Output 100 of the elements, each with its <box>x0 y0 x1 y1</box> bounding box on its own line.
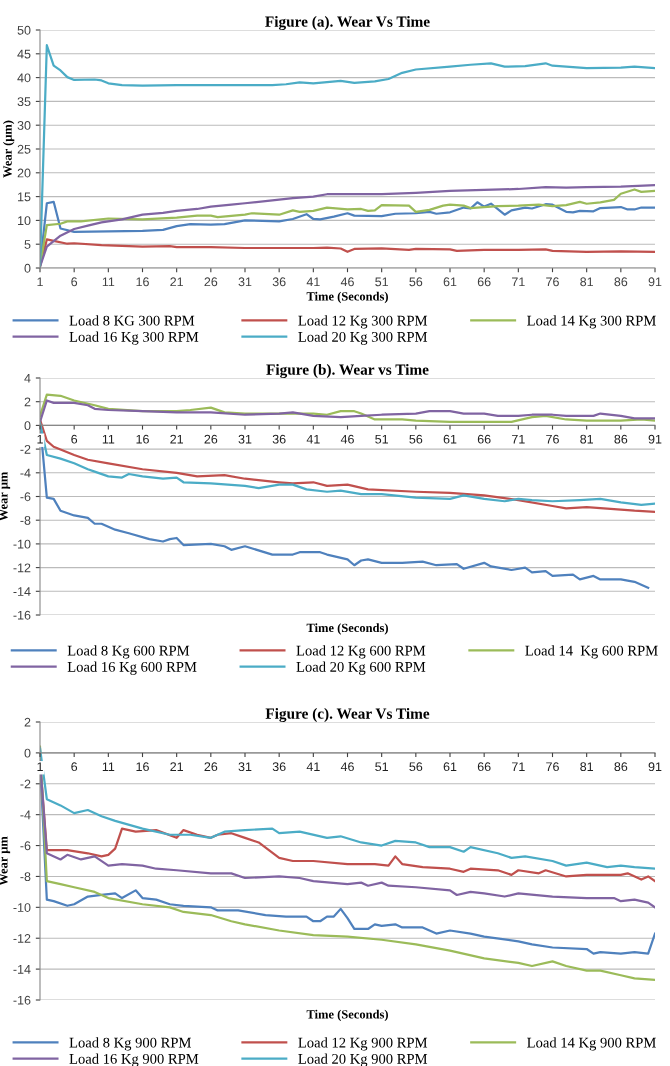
x-tick-label: 71 <box>512 434 525 444</box>
y-tick-label: -2 <box>20 444 31 454</box>
x-tick-label: 71 <box>512 762 525 771</box>
x-tick-label: 6 <box>71 434 78 444</box>
y-tick-label: 0 <box>24 748 31 758</box>
x-tick-label: 86 <box>614 434 628 444</box>
x-tick-label: 21 <box>170 762 184 771</box>
x-tick-label: 1 <box>37 762 43 771</box>
y-tick-label: -12 <box>13 934 31 943</box>
y-tick-label: -4 <box>20 810 31 820</box>
chart-title: Figure (c). Wear Vs Time <box>265 708 430 722</box>
x-tick-label: 61 <box>443 762 457 772</box>
y-tick-label: 40 <box>17 73 31 83</box>
legend-label: Load 12 Kg 300 RPM <box>298 315 428 329</box>
x-tick-label: 51 <box>375 277 389 287</box>
y-tick-label: -2 <box>20 779 31 789</box>
line-series <box>40 399 655 423</box>
x-tick-label: 76 <box>546 277 559 287</box>
legend-label: Load 16 Kg 300 RPM <box>69 331 199 345</box>
x-tick-label: 11 <box>102 762 115 771</box>
legend-label: Load 20 Kg 900 RPM <box>298 1053 428 1066</box>
x-tick-label: 51 <box>375 434 389 444</box>
x-tick-label: 76 <box>546 762 559 772</box>
x-tick-label: 91 <box>648 434 662 444</box>
y-tick-label: 10 <box>18 216 31 226</box>
legend-label: Load 16 Kg 900 RPM <box>69 1053 199 1066</box>
y-tick-label: -14 <box>13 965 31 974</box>
x-tick-label: 56 <box>409 762 423 772</box>
x-tick-label: 41 <box>306 277 320 287</box>
y-tick-label: 45 <box>17 49 31 59</box>
x-tick-label: 61 <box>443 434 457 444</box>
y-tick-label: 2 <box>24 397 31 407</box>
chart-title: Figure (a). Wear Vs Time <box>265 16 430 30</box>
legend-label: Load 14 Kg 900 RPM <box>527 1037 656 1051</box>
legend-label: Load 12 Kg 600 RPM <box>296 645 426 659</box>
x-tick-label: 1 <box>37 277 43 287</box>
x-tick-label: 46 <box>340 434 354 444</box>
y-tick-label: -16 <box>13 995 31 1005</box>
legend-label: Load 14 Kg 300 RPM <box>527 315 656 329</box>
x-tick-label: 26 <box>204 277 218 287</box>
x-tick-label: 56 <box>409 277 423 287</box>
legend-label: Load 14 Kg 600 RPM <box>525 645 658 659</box>
x-tick-label: 11 <box>102 434 115 444</box>
y-tick-label: 4 <box>24 373 31 383</box>
legend-label: Load 20 Kg 300 RPM <box>298 331 428 345</box>
x-tick-label: 31 <box>238 762 252 772</box>
y-tick-label: -8 <box>20 516 31 525</box>
x-tick-label: 46 <box>340 762 354 772</box>
x-tick-label: 81 <box>580 277 594 287</box>
chart-title: Figure (b). Wear vs Time <box>266 364 429 378</box>
x-tick-label: 1 <box>37 434 43 444</box>
x-tick-label: 86 <box>614 277 628 287</box>
x-tick-label: 66 <box>477 277 491 287</box>
y-tick-label: 25 <box>17 144 31 154</box>
x-tick-label: 11 <box>102 277 115 287</box>
y-tick-label: 15 <box>18 192 31 202</box>
x-tick-label: 76 <box>546 434 559 444</box>
y-tick-label: 5 <box>24 240 31 249</box>
legend-label: Load 8 Kg 900 RPM <box>69 1037 191 1051</box>
x-tick-label: 41 <box>306 762 320 771</box>
y-axis-title: Wear μm <box>0 471 11 522</box>
x-tick-label: 81 <box>580 762 594 772</box>
y-tick-label: -10 <box>13 539 31 549</box>
legend-label: Load 8 Kg 600 RPM <box>67 645 190 659</box>
legend-label: Load 12 Kg 900 RPM <box>298 1037 428 1051</box>
y-axis-title: Wear μm <box>0 836 11 886</box>
x-tick-label: 66 <box>477 434 491 444</box>
x-tick-label: 91 <box>648 762 662 772</box>
x-tick-label: 41 <box>306 434 320 444</box>
y-axis-title: Wear (μm) <box>2 120 15 178</box>
y-tick-label: -6 <box>20 841 31 851</box>
y-tick-label: 0 <box>24 263 31 273</box>
x-tick-label: 21 <box>170 434 184 444</box>
x-tick-label: 16 <box>136 434 149 444</box>
y-tick-label: -14 <box>13 587 31 596</box>
x-tick-label: 36 <box>272 277 286 287</box>
y-tick-label: -8 <box>20 872 31 882</box>
y-tick-label: -12 <box>13 563 31 573</box>
x-tick-label: 6 <box>71 762 78 772</box>
x-tick-label: 36 <box>272 762 286 772</box>
x-tick-label: 26 <box>204 762 218 772</box>
y-tick-label: -6 <box>20 492 31 502</box>
x-tick-label: 31 <box>238 434 252 444</box>
y-tick-label: 0 <box>24 421 31 431</box>
y-tick-label: -10 <box>13 903 31 912</box>
y-tick-label: 20 <box>17 168 31 178</box>
x-tick-label: 31 <box>238 277 252 287</box>
y-tick-label: -4 <box>20 468 31 478</box>
x-tick-label: 66 <box>477 762 491 772</box>
x-tick-label: 36 <box>272 434 286 444</box>
x-tick-label: 71 <box>512 277 525 287</box>
x-tick-label: 91 <box>648 277 662 287</box>
x-axis-title: Time (Seconds) <box>306 623 388 635</box>
x-tick-label: 56 <box>409 434 423 444</box>
x-tick-label: 81 <box>580 434 594 444</box>
y-tick-label: 30 <box>17 121 31 130</box>
legend-label: Load 8 KG 300 RPM <box>69 315 195 326</box>
y-tick-label: 50 <box>17 25 31 35</box>
y-tick-label: 35 <box>17 97 31 107</box>
x-tick-label: 61 <box>443 277 457 287</box>
